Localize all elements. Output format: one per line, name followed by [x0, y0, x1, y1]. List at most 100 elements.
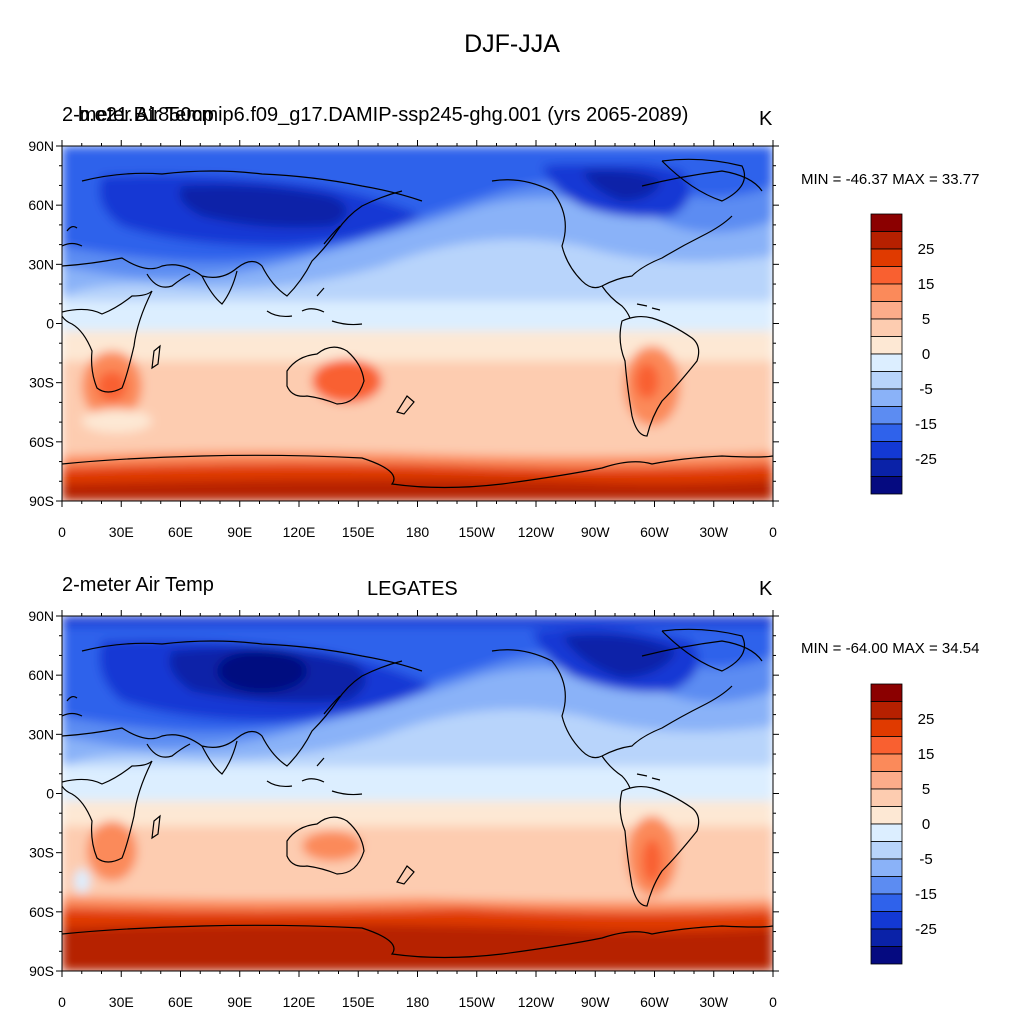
panel1-lon-label: 30W — [699, 524, 729, 540]
panel2-lat-label: 90N — [28, 608, 54, 624]
panel2-colorbar-label: -5 — [919, 851, 932, 868]
panel1-lon-label: 60W — [640, 524, 670, 540]
panel1-colorbar: 25 15 5 0 -5 -15 -25 — [870, 213, 937, 495]
panel1-colorbar-box — [870, 283, 903, 302]
panel1-lon-label: 150E — [342, 524, 375, 540]
panel1-colorbar-box — [870, 248, 903, 267]
panel2-lon-label: 180 — [406, 994, 430, 1010]
panel1-colorbar-box — [870, 423, 903, 442]
figure-title: DJF-JJA — [464, 30, 560, 58]
panel2-colorbar-box — [870, 771, 903, 790]
panel2-colorbar-label: 25 — [918, 711, 935, 728]
panel1-colorbar-box — [870, 371, 903, 390]
panel2-lon-label: 60W — [640, 994, 670, 1010]
panel2-units: K — [759, 578, 773, 600]
panel1-colorbar-box — [870, 318, 903, 337]
panel2-colorbar: 25 15 5 0 -5 -15 -25 — [870, 683, 937, 965]
panel2-lon-label: 150W — [458, 994, 495, 1010]
panel1-lat-label: 60S — [29, 434, 54, 450]
panel2-colorbar-box — [870, 876, 903, 895]
panel2-lon-label: 150E — [342, 994, 375, 1010]
panel1-lat-label: 90N — [28, 138, 54, 154]
panel1-colorbar-label: 15 — [918, 276, 935, 293]
panel1-colorbar-box — [870, 406, 903, 425]
panel2-colorbar-box — [870, 911, 903, 930]
panel1-colorbar-box — [870, 441, 903, 460]
panel2-colorbar-box — [870, 928, 903, 947]
panel1-lon-label: 120W — [518, 524, 555, 540]
panel1-colorbar-box — [870, 353, 903, 372]
panel1-colorbar-label: -15 — [915, 416, 937, 433]
panel2-lon-label: 90E — [227, 994, 252, 1010]
panel1-lon-label: 180 — [406, 524, 430, 540]
panel1-lat-label: 60N — [28, 197, 54, 213]
panel1-colorbar-label: -5 — [919, 381, 932, 398]
panel1-lon-label: 0 — [769, 524, 777, 540]
panel1-lon-label: 0 — [58, 524, 66, 540]
panel2-colorbar-box — [870, 788, 903, 807]
panel2-lon-label: 0 — [58, 994, 66, 1010]
panel1-lat-label: 90S — [29, 493, 54, 509]
panel2-colorbar-box — [870, 718, 903, 737]
panel1-colorbar-box — [870, 336, 903, 355]
panel2-colorbar-box — [870, 841, 903, 860]
panel2-lat-label: 0 — [46, 786, 54, 802]
panel2-lat-label: 90S — [29, 963, 54, 979]
panel1-lat-label: 30N — [28, 256, 54, 272]
panel2-colorbar-label: -25 — [915, 921, 937, 938]
panel2-colorbar-box — [870, 806, 903, 825]
panel2-colorbar-box — [870, 858, 903, 877]
panel1-left-label: 2-meter Air Temp — [62, 104, 214, 126]
panel2-lat-label: 30N — [28, 726, 54, 742]
panel1-colorbar-box — [870, 301, 903, 320]
panel1-units: K — [759, 108, 773, 130]
panel2-lat-label: 30S — [29, 845, 54, 861]
panel2-lat-label: 60S — [29, 904, 54, 920]
panel1-colorbar-box — [870, 213, 903, 232]
panel2-colorbar-label: 15 — [918, 746, 935, 763]
panel1-lat-label: 0 — [46, 316, 54, 332]
panel2-center-label: LEGATES — [367, 578, 458, 600]
panel2-colorbar-label: 5 — [922, 781, 930, 798]
panel2-colorbar-label: -15 — [915, 886, 937, 903]
panel1-colorbar-box — [870, 388, 903, 407]
panel2-colorbar-box — [870, 683, 903, 702]
panel2-lon-label: 30W — [699, 994, 729, 1010]
panel1-colorbar-label: -25 — [915, 451, 937, 468]
panel1-minmax: MIN = -46.37 MAX = 33.77 — [801, 171, 980, 188]
panel2-colorbar-box — [870, 753, 903, 772]
panel1-lon-label: 90E — [227, 524, 252, 540]
panel1-lon-label: 150W — [458, 524, 495, 540]
panel1-center-label: b.e21.B1850cmip6.f09_g17.DAMIP-ssp245-gh… — [78, 104, 689, 126]
panel2-colorbar-box — [870, 823, 903, 842]
panel1-colorbar-label: 25 — [918, 241, 935, 258]
panel1-colorbar-label: 5 — [922, 311, 930, 328]
panel1-lat-label: 30S — [29, 375, 54, 391]
panel1-lon-label: 90W — [581, 524, 611, 540]
panel1-colorbar-box — [870, 266, 903, 285]
panel1-colorbar-box — [870, 458, 903, 477]
panel1-colorbar-label: 0 — [922, 346, 930, 363]
panel1-lon-label: 120E — [283, 524, 316, 540]
panel1-lon-label: 60E — [168, 524, 193, 540]
panel2-lon-label: 120W — [518, 994, 555, 1010]
panel2-minmax: MIN = -64.00 MAX = 34.54 — [801, 640, 980, 657]
panel2-colorbar-label: 0 — [922, 816, 930, 833]
panel2-lon-label: 120E — [283, 994, 316, 1010]
panel2-colorbar-box — [870, 946, 903, 965]
panel1-lon-label: 30E — [109, 524, 134, 540]
panel2-lon-label: 60E — [168, 994, 193, 1010]
panel2-lat-label: 60N — [28, 667, 54, 683]
panel1-colorbar-box — [870, 476, 903, 495]
panel2-colorbar-box — [870, 893, 903, 912]
panel2-lon-label: 0 — [769, 994, 777, 1010]
panel2-left-label: 2-meter Air Temp — [62, 574, 214, 596]
panel2-colorbar-box — [870, 736, 903, 755]
panel1-colorbar-box — [870, 231, 903, 250]
panel2-colorbar-box — [870, 701, 903, 720]
